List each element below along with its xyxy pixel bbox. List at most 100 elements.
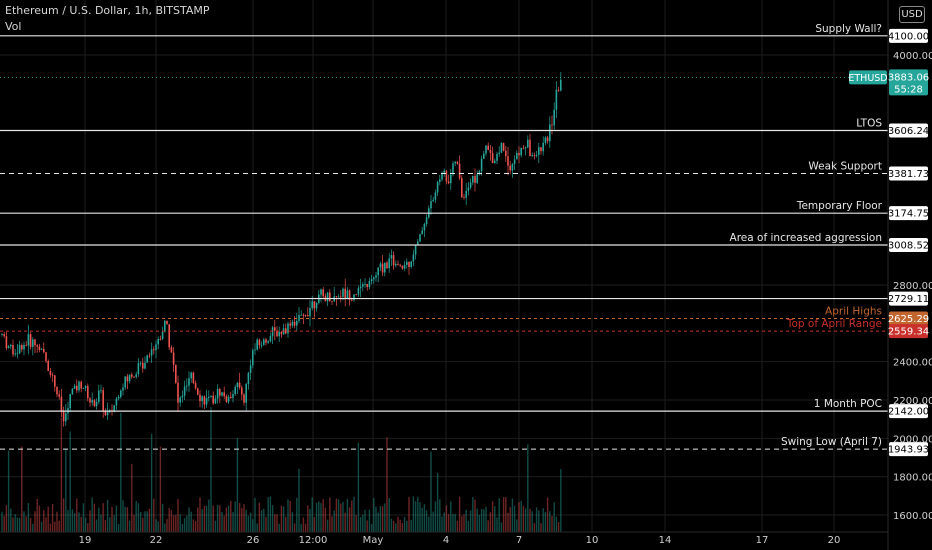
- volume-bar: [496, 518, 497, 532]
- level-price-tag-text: 2625.29: [888, 314, 929, 325]
- volume-bar: [446, 505, 447, 532]
- volume-bar: [131, 464, 132, 532]
- volume-bar: [479, 515, 480, 532]
- price-tick-label: 1800.00: [893, 473, 932, 484]
- volume-bar: [466, 510, 467, 532]
- candle-body: [228, 397, 230, 402]
- candle-body: [432, 200, 434, 201]
- volume-bar: [323, 499, 324, 532]
- volume-bar: [184, 518, 185, 532]
- volume-bar: [307, 505, 308, 532]
- candle-body: [190, 373, 192, 379]
- candle-body: [270, 336, 272, 341]
- candle-body: [129, 375, 131, 382]
- volume-bar: [331, 516, 332, 532]
- candle-body: [221, 392, 223, 395]
- candle-body: [56, 387, 58, 395]
- volume-bar: [250, 513, 251, 532]
- candle-body: [531, 155, 533, 156]
- candle-body: [8, 346, 10, 348]
- candle-body: [113, 405, 115, 410]
- volume-bar: [265, 517, 266, 532]
- currency-button[interactable]: USD: [899, 6, 925, 23]
- volume-bar: [417, 497, 418, 532]
- volume-bar: [26, 516, 27, 532]
- candle-body: [193, 373, 195, 383]
- volume-bar: [243, 504, 244, 532]
- candle-body: [316, 303, 318, 308]
- candle-body: [32, 339, 34, 346]
- volume-bar: [107, 500, 108, 532]
- volume-bar: [501, 522, 502, 532]
- candle-body: [289, 324, 291, 326]
- candle-body: [300, 315, 302, 316]
- level-price-tag-text: 2142.00: [888, 407, 929, 418]
- volume-bar: [217, 505, 218, 532]
- volume-bar: [155, 519, 156, 532]
- candle-body: [252, 350, 254, 365]
- candle-body: [294, 322, 296, 326]
- volume-bar: [173, 515, 174, 532]
- volume-bar: [439, 499, 440, 532]
- candle-body: [76, 386, 78, 391]
- candle-body: [327, 293, 329, 302]
- candle-body: [296, 321, 298, 326]
- volume-bar: [292, 512, 293, 532]
- candle-body: [430, 201, 432, 208]
- volume-bar: [122, 500, 123, 532]
- volume-bar: [136, 501, 137, 532]
- volume-bar: [406, 521, 407, 532]
- volume-bar: [290, 501, 291, 532]
- candle-body: [560, 80, 562, 91]
- time-tick-label: 10: [586, 535, 599, 546]
- volume-bar: [505, 497, 506, 532]
- candle-body: [195, 383, 197, 388]
- volume-bar: [360, 517, 361, 532]
- level-label: LTOS: [856, 117, 882, 129]
- volume-bar: [96, 520, 97, 532]
- horizontal-levels[interactable]: Supply Wall? 4100.00 LTOS 3606.24 Weak Suppo…: [0, 23, 929, 456]
- candle-body: [426, 217, 428, 224]
- volume-bar: [210, 407, 211, 532]
- volume-bar: [536, 507, 537, 532]
- candle-body: [529, 140, 531, 156]
- time-tick-label: 22: [150, 535, 163, 546]
- volume-bar: [294, 523, 295, 532]
- candle-body: [168, 324, 170, 347]
- candle-body: [96, 402, 98, 406]
- candle-body: [474, 176, 476, 183]
- candle-body: [173, 352, 175, 364]
- volume-bar: [191, 512, 192, 532]
- price-tick-label: 2800.00: [893, 281, 932, 292]
- volume-bar: [362, 515, 363, 532]
- volume-bar: [147, 511, 148, 532]
- candle-body: [54, 375, 56, 386]
- candle-body: [30, 334, 32, 347]
- candle-body: [230, 397, 232, 398]
- volume-bar: [320, 503, 321, 532]
- volume-bar: [474, 500, 475, 532]
- volume-bar: [48, 507, 49, 532]
- volume-bar: [257, 524, 258, 532]
- volume-bar: [426, 510, 427, 532]
- time-axis[interactable]: 19 22 26 12:00 May 4 7 10 14 17 20: [0, 532, 888, 546]
- volume-bar: [246, 510, 247, 532]
- level-price-tag-text: 2729.11: [888, 294, 929, 305]
- candle-body: [465, 191, 467, 198]
- candle-body: [342, 289, 344, 297]
- candle-body: [534, 155, 536, 156]
- time-tick-label: 19: [79, 535, 92, 546]
- candle-body: [520, 148, 522, 155]
- candle-body: [408, 262, 410, 267]
- candle-body: [23, 345, 25, 350]
- volume-bar: [149, 509, 150, 532]
- volume-bar: [127, 507, 128, 532]
- level-label: Swing Low (April 7): [781, 436, 882, 448]
- candle-body: [127, 376, 129, 381]
- volume-bar: [28, 503, 29, 532]
- candle-body: [309, 308, 311, 316]
- volume-bar: [169, 508, 170, 532]
- volume-bar: [345, 513, 346, 532]
- volume-bar: [492, 501, 493, 532]
